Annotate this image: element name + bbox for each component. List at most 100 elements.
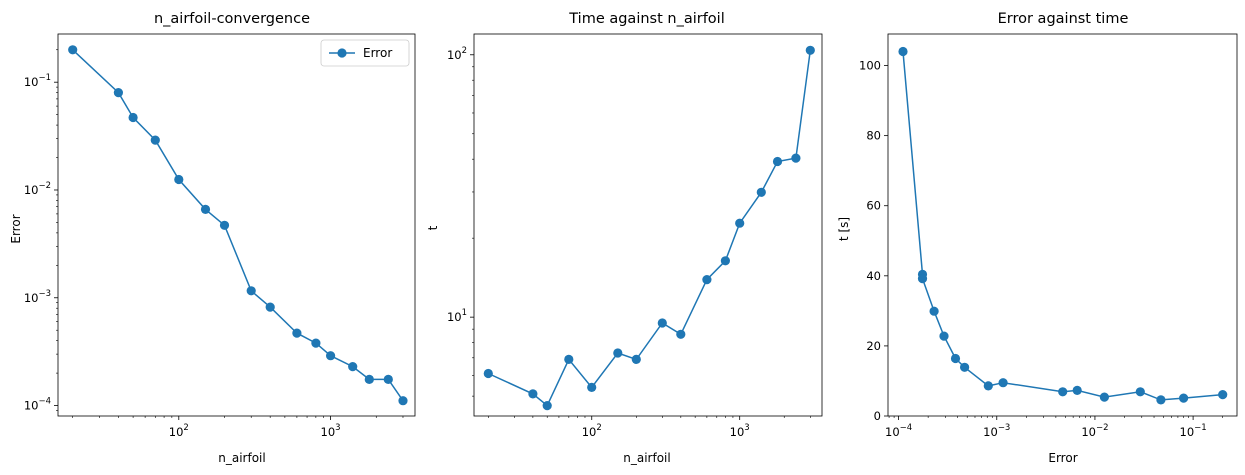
y-axis-label: t (426, 225, 440, 230)
data-point (772, 156, 783, 167)
x-tick-exponent: −1 (1194, 423, 1207, 433)
y-tick-base: 10 (447, 310, 462, 324)
panel-error-vs-time: Error against time Error t [s] 10−4 10−3 1… (837, 11, 1238, 465)
y-tick-base: 10 (24, 75, 39, 89)
x-tick-exponent: −4 (900, 423, 913, 433)
x-tick-exponent: 2 (596, 423, 601, 433)
y-tick-label: 10−2 (24, 181, 51, 197)
data-point (983, 381, 993, 391)
data-point (383, 374, 393, 384)
data-point (68, 45, 78, 55)
y-tick-label: 102 (447, 46, 467, 62)
y-tick-label: 10−4 (24, 397, 51, 413)
x-tick-label: 10−2 (1081, 423, 1108, 439)
x-tick-exponent: 3 (335, 423, 340, 433)
y-tick-label: 80 (866, 129, 881, 143)
y-tick-exponent: −4 (38, 397, 51, 407)
data-point (326, 351, 336, 361)
x-tick-base: 10 (1180, 425, 1195, 439)
x-tick-label: 10−3 (983, 423, 1010, 439)
y-tick-exponent: −3 (38, 289, 51, 299)
data-point (348, 362, 358, 372)
data-point (720, 256, 731, 266)
data-point (1218, 390, 1228, 400)
data-point (702, 275, 712, 285)
y-tick-label: 10−1 (24, 73, 51, 89)
data-point (128, 112, 138, 123)
y-tick-label: 60 (866, 199, 881, 213)
x-tick-label: 103 (730, 423, 750, 439)
data-point (219, 220, 230, 230)
y-tick-label: 101 (447, 308, 467, 324)
data-point (542, 401, 552, 411)
chart-title: n_airfoil-convergence (154, 11, 310, 27)
x-tick-base: 10 (730, 425, 745, 439)
data-point (200, 204, 211, 214)
y-tick-exponent: −1 (38, 73, 51, 83)
x-tick-base: 10 (582, 425, 597, 439)
y-tick-label: 10−3 (24, 289, 51, 305)
y-tick-base: 10 (24, 399, 39, 413)
y-tick-exponent: 1 (462, 308, 467, 318)
axes-frame (57, 33, 416, 417)
x-axis-label: Error (1048, 451, 1077, 465)
data-point (483, 368, 493, 379)
data-point (657, 318, 667, 328)
x-tick-base: 10 (983, 425, 998, 439)
data-point (950, 353, 961, 364)
data-point (1099, 392, 1109, 402)
data-point (917, 274, 928, 284)
x-tick-exponent: −2 (1096, 423, 1109, 433)
data-point (756, 187, 766, 197)
legend-box (320, 39, 410, 67)
data-point (631, 354, 641, 364)
data-point (587, 382, 597, 392)
data-point (898, 46, 908, 57)
y-tick-exponent: 2 (462, 46, 467, 56)
x-tick-base: 10 (321, 425, 336, 439)
y-tick-label: 0 (874, 409, 881, 423)
data-point (929, 306, 939, 316)
series-line (72, 49, 404, 402)
x-tick-base: 10 (885, 425, 900, 439)
data-point (398, 396, 408, 406)
data-point (246, 286, 256, 296)
x-tick-label: 102 (169, 423, 189, 439)
data-point (805, 45, 815, 55)
y-tick-base: 10 (447, 48, 462, 62)
x-tick-exponent: 3 (744, 423, 749, 433)
y-tick-label: 100 (859, 59, 881, 73)
data-point (1179, 393, 1189, 403)
data-point (1135, 387, 1145, 397)
y-axis-label: Error (9, 214, 23, 243)
data-point (998, 378, 1008, 388)
series-line (902, 51, 1223, 401)
axes-frame (887, 33, 1238, 417)
chart-title: Error against time (998, 11, 1129, 27)
data-point (311, 338, 321, 348)
data-point (528, 389, 538, 399)
x-tick-base: 10 (1081, 425, 1096, 439)
data-point (113, 88, 123, 98)
data-point (613, 348, 623, 358)
x-tick-exponent: 2 (183, 423, 188, 433)
data-point (150, 135, 160, 145)
series-line (487, 50, 812, 407)
data-point (292, 328, 302, 338)
data-point (1058, 387, 1068, 397)
y-tick-label: 40 (866, 269, 881, 283)
data-point (791, 153, 801, 163)
axes-frame (473, 33, 823, 417)
data-point (676, 329, 686, 339)
data-point (1156, 395, 1166, 405)
y-tick-exponent: −2 (38, 181, 51, 191)
x-tick-label: 10−4 (885, 423, 912, 439)
x-tick-base: 10 (169, 425, 184, 439)
legend: Error (320, 39, 410, 67)
data-point (735, 218, 745, 228)
chart-title: Time against n_airfoil (568, 11, 725, 27)
data-point (960, 362, 970, 372)
y-tick-base: 10 (24, 291, 39, 305)
data-point (174, 174, 184, 185)
